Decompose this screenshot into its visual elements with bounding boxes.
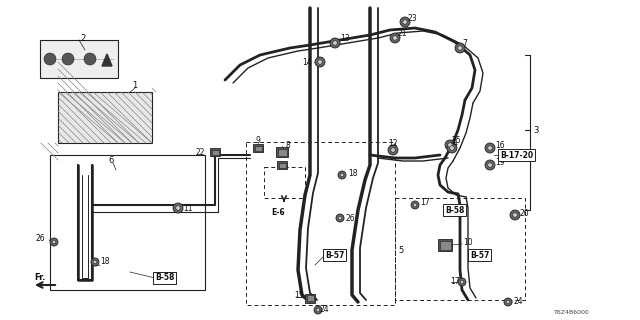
- Text: 26: 26: [345, 213, 355, 222]
- Text: B-57: B-57: [325, 251, 344, 260]
- Circle shape: [173, 203, 183, 213]
- Circle shape: [317, 60, 323, 64]
- Bar: [278, 148, 287, 156]
- Text: B-57: B-57: [470, 251, 490, 260]
- Circle shape: [403, 20, 407, 24]
- Text: E-6: E-6: [271, 207, 285, 217]
- Bar: [50, 155, 205, 290]
- Bar: [58, 92, 152, 143]
- Circle shape: [513, 213, 517, 217]
- Text: 21: 21: [397, 28, 406, 37]
- Text: 22: 22: [196, 148, 205, 156]
- Text: 5: 5: [398, 245, 403, 254]
- Text: 19: 19: [495, 157, 504, 166]
- Circle shape: [340, 173, 344, 177]
- Circle shape: [91, 258, 99, 266]
- Text: Fr.: Fr.: [34, 274, 45, 283]
- Circle shape: [330, 38, 340, 48]
- Circle shape: [458, 278, 466, 286]
- Bar: [253, 144, 263, 152]
- Text: B-17-20: B-17-20: [500, 150, 533, 159]
- Circle shape: [488, 163, 492, 167]
- Circle shape: [411, 201, 419, 209]
- Bar: [438, 239, 452, 251]
- Circle shape: [52, 240, 56, 244]
- Text: 6: 6: [108, 156, 113, 164]
- Text: 12: 12: [388, 139, 397, 148]
- Circle shape: [393, 36, 397, 40]
- Circle shape: [485, 160, 495, 170]
- Polygon shape: [102, 54, 112, 66]
- Text: 11: 11: [183, 204, 193, 212]
- Circle shape: [62, 53, 74, 65]
- Text: 10: 10: [463, 237, 472, 246]
- Circle shape: [485, 143, 495, 153]
- Bar: [307, 295, 314, 301]
- Circle shape: [450, 146, 454, 150]
- Bar: [40, 40, 118, 78]
- Bar: [211, 149, 218, 155]
- Text: 3: 3: [533, 125, 538, 134]
- Circle shape: [510, 210, 520, 220]
- Text: 4: 4: [453, 139, 458, 148]
- Text: 15: 15: [294, 291, 303, 300]
- Text: 26: 26: [36, 234, 45, 243]
- Circle shape: [413, 203, 417, 207]
- Text: 20: 20: [520, 209, 530, 218]
- Text: 17: 17: [450, 277, 460, 286]
- Circle shape: [488, 146, 492, 150]
- Circle shape: [504, 298, 512, 306]
- Bar: [210, 148, 220, 156]
- Bar: [305, 293, 315, 302]
- Text: 2: 2: [80, 34, 85, 43]
- Bar: [277, 161, 287, 169]
- Text: 25: 25: [452, 135, 461, 145]
- Circle shape: [314, 306, 322, 314]
- Text: 8: 8: [286, 140, 291, 149]
- Bar: [255, 146, 262, 150]
- Text: 7: 7: [462, 38, 467, 47]
- Circle shape: [50, 238, 58, 246]
- Circle shape: [176, 206, 180, 210]
- Text: 16: 16: [495, 140, 504, 149]
- Bar: [276, 147, 288, 157]
- Text: B-58: B-58: [445, 205, 465, 214]
- Circle shape: [338, 171, 346, 179]
- Circle shape: [84, 53, 96, 65]
- Circle shape: [458, 46, 462, 50]
- Text: 17: 17: [420, 197, 429, 206]
- Text: 24: 24: [513, 297, 523, 306]
- Text: 23: 23: [408, 13, 418, 22]
- Text: 14: 14: [302, 58, 312, 67]
- Circle shape: [316, 308, 320, 312]
- Bar: [440, 241, 451, 250]
- Bar: [278, 163, 285, 167]
- Circle shape: [388, 145, 398, 155]
- Text: T6Z4B6000: T6Z4B6000: [554, 310, 590, 316]
- Text: 18: 18: [100, 258, 109, 267]
- Circle shape: [400, 17, 410, 27]
- Circle shape: [460, 280, 464, 284]
- Circle shape: [445, 140, 455, 150]
- Circle shape: [44, 53, 56, 65]
- Text: 1: 1: [132, 81, 137, 90]
- Text: 9: 9: [255, 135, 260, 145]
- Text: 24: 24: [320, 306, 330, 315]
- Circle shape: [448, 143, 452, 147]
- Circle shape: [391, 148, 396, 152]
- Circle shape: [506, 300, 510, 304]
- Circle shape: [338, 216, 342, 220]
- Circle shape: [390, 33, 400, 43]
- Circle shape: [315, 57, 325, 67]
- Circle shape: [333, 41, 337, 45]
- Text: B-58: B-58: [155, 274, 174, 283]
- Text: 18: 18: [348, 169, 358, 178]
- Circle shape: [455, 43, 465, 53]
- Circle shape: [336, 214, 344, 222]
- Circle shape: [447, 143, 457, 153]
- Circle shape: [93, 260, 97, 264]
- Text: 13: 13: [340, 34, 349, 43]
